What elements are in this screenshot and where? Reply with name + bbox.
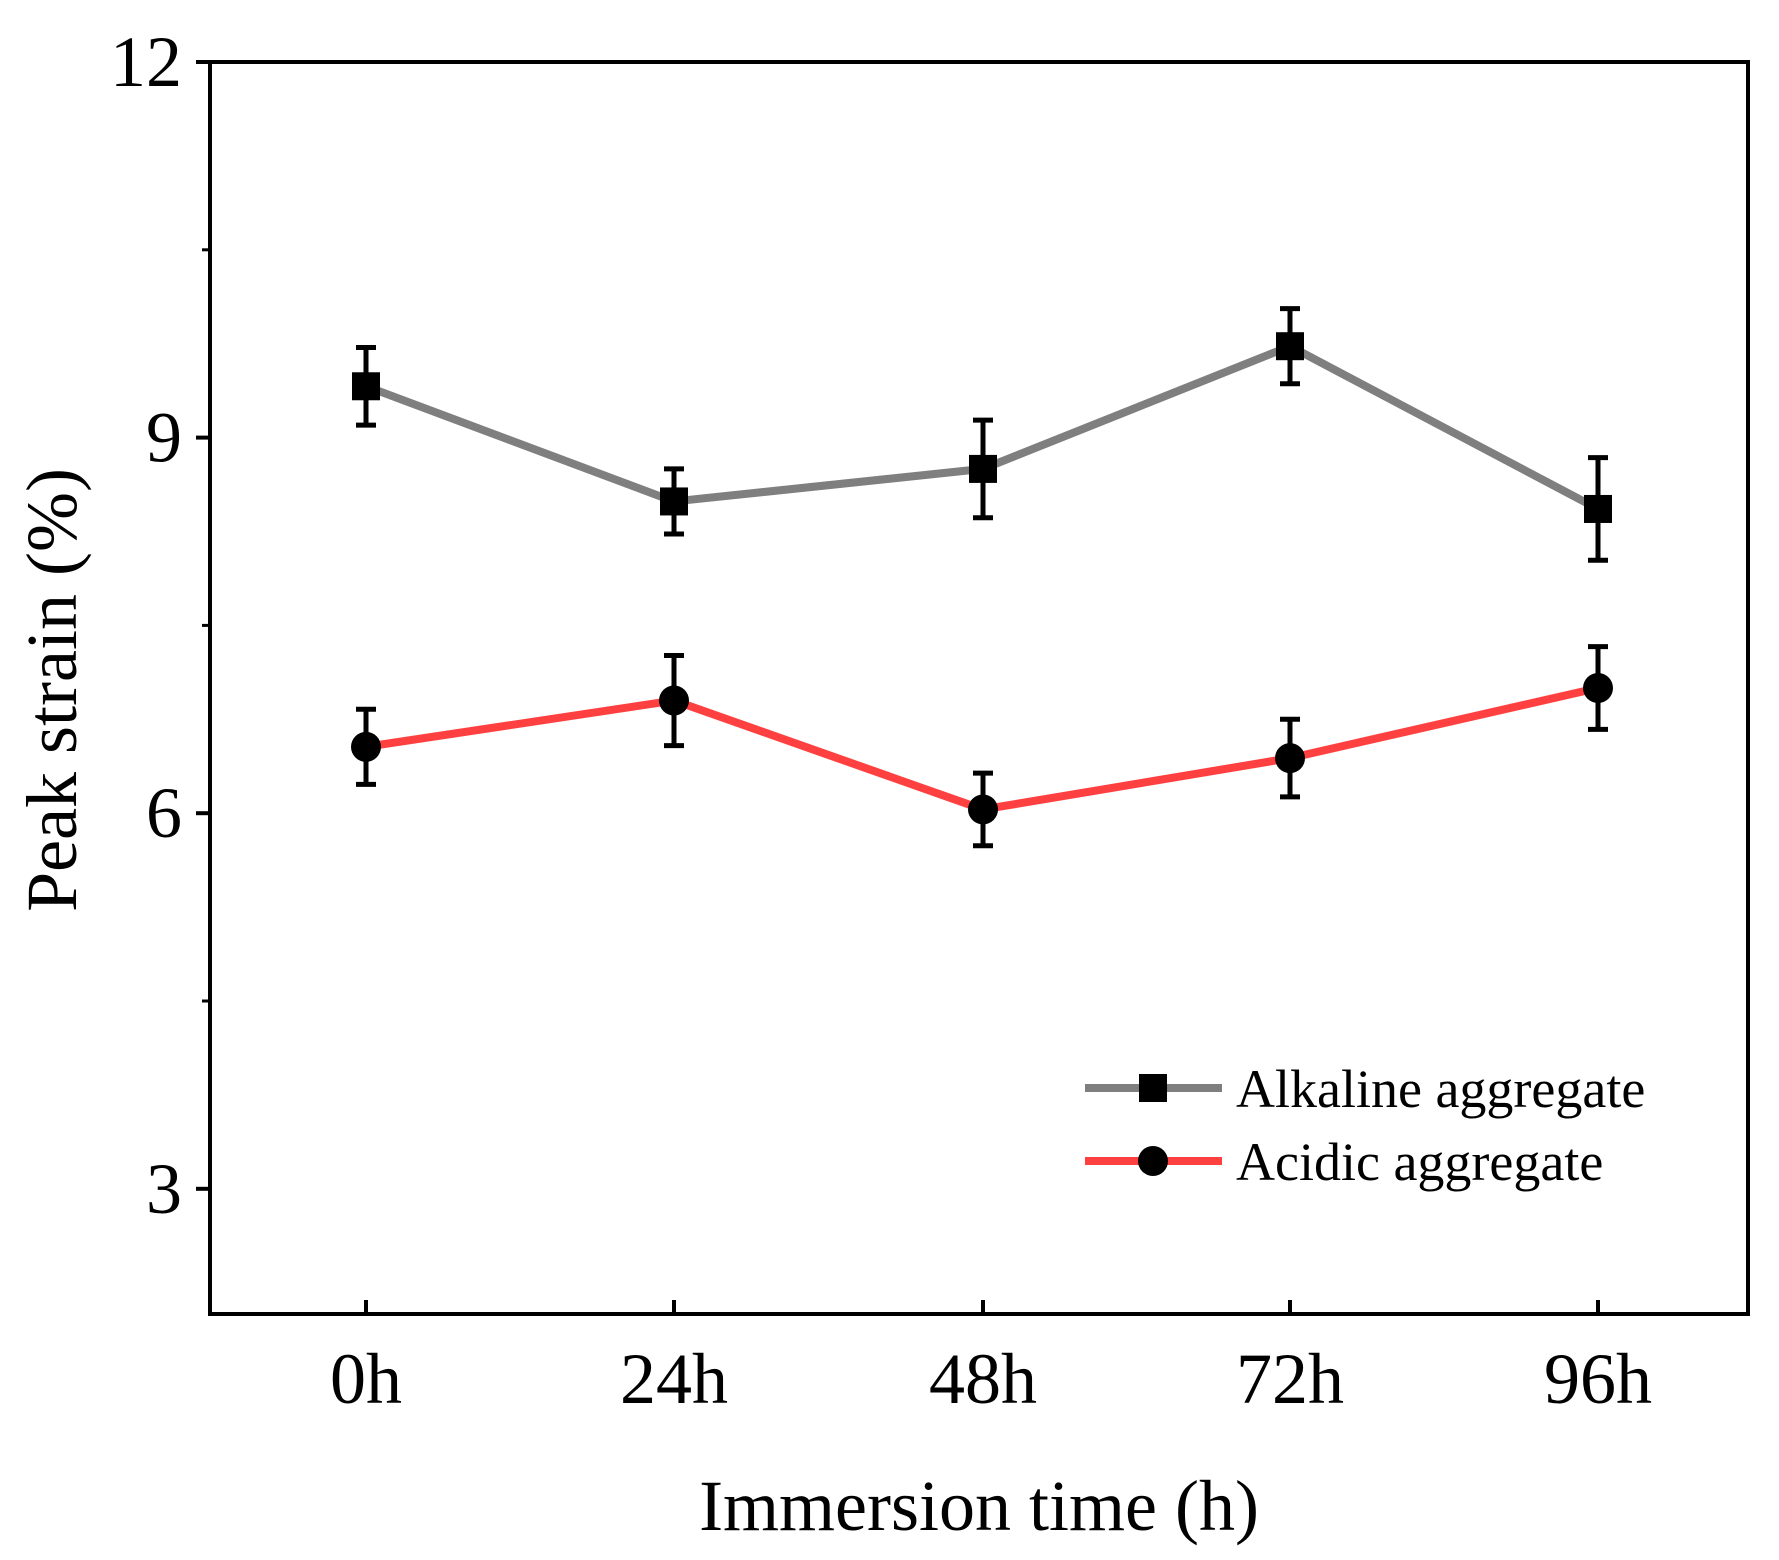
x-tick-label: 24h: [620, 1339, 728, 1419]
x-tick-label: 96h: [1544, 1339, 1652, 1419]
x-tick-label: 48h: [929, 1339, 1037, 1419]
series-alkaline: [352, 306, 1612, 563]
series-acidic: [351, 644, 1613, 849]
plot-layer: [351, 306, 1613, 849]
legend: Alkaline aggregate Acidic aggregate: [1085, 1059, 1645, 1192]
legend-label: Alkaline aggregate: [1236, 1059, 1645, 1119]
y-axis-label: Peak strain (%): [12, 468, 92, 912]
data-point-circle: [659, 685, 689, 716]
legend-marker-circle: [1138, 1146, 1168, 1176]
data-point-circle: [968, 794, 998, 825]
y-tick-label: 3: [146, 1149, 182, 1229]
legend-marker-square: [1139, 1074, 1167, 1102]
plot-frame: [208, 60, 1750, 1316]
data-point-circle: [1583, 673, 1613, 703]
x-tick-label: 0h: [330, 1339, 402, 1419]
x-tick-label: 72h: [1236, 1339, 1344, 1419]
data-point-square: [1276, 332, 1304, 361]
data-point-square: [352, 372, 380, 401]
data-point-circle: [1275, 743, 1305, 774]
legend-item: Acidic aggregate: [1085, 1132, 1603, 1192]
axes-layer: 3 6 9 12 0h 24h 48h 72h 96h: [110, 22, 1652, 1419]
data-point-square: [969, 454, 997, 483]
data-point-square: [1584, 494, 1612, 523]
data-point-square: [660, 487, 688, 516]
legend-item: Alkaline aggregate: [1085, 1059, 1645, 1119]
legend-label: Acidic aggregate: [1236, 1132, 1603, 1192]
x-axis-label: Immersion time (h): [699, 1466, 1259, 1546]
y-tick-label: 12: [110, 22, 182, 102]
y-tick-label: 9: [146, 398, 182, 478]
data-point-circle: [351, 731, 381, 762]
y-tick-label: 6: [146, 773, 182, 853]
